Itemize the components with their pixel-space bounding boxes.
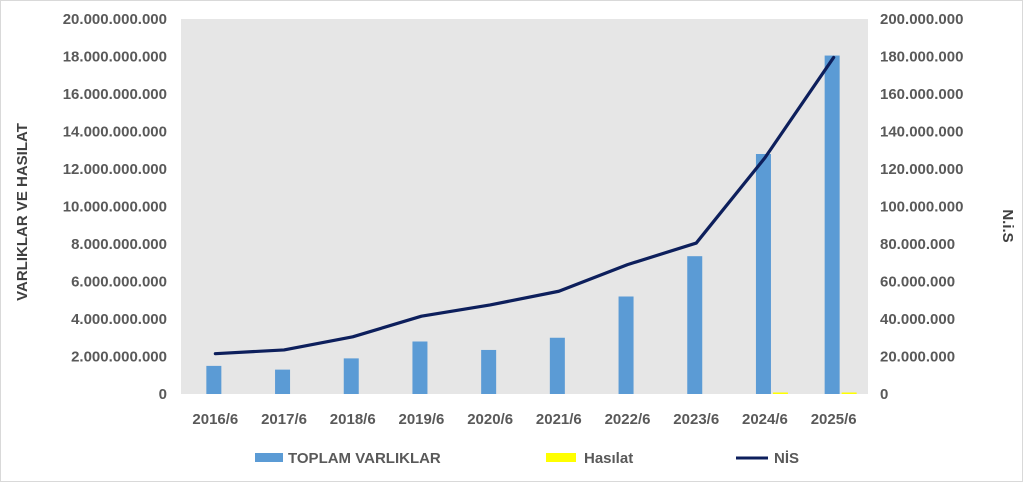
right-tick-label: 140.000.000 (880, 124, 963, 141)
legend-label-nis: NİS (774, 450, 799, 467)
bar-toplam-varliklar-2023/6 (687, 256, 703, 394)
left-tick-label: 0 (159, 386, 167, 403)
bars-layer (206, 55, 857, 395)
right-tick-label: 200.000.000 (880, 11, 963, 28)
right-tick-label: 180.000.000 (880, 49, 963, 66)
plot-area (181, 19, 868, 394)
x-tick-label: 2022/6 (605, 411, 651, 428)
legend-swatch-toplam-varliklar (255, 453, 283, 462)
bar-toplam-varliklar-2020/6 (481, 349, 497, 394)
bar-toplam-varliklar-2024/6 (755, 154, 771, 394)
left-axis-ticks: 0 2.000.000.000 4.000.000.000 6.000.000.000… (63, 11, 167, 403)
right-tick-label: 60.000.000 (880, 274, 955, 291)
x-tick-label: 2021/6 (536, 411, 582, 428)
right-tick-label: 0 (880, 386, 888, 403)
left-tick-label: 20.000.000.000 (63, 11, 167, 28)
right-tick-label: 20.000.000 (880, 349, 955, 366)
legend-label-toplam-varliklar: TOPLAM VARLIKLAR (288, 450, 441, 467)
x-tick-label: 2025/6 (811, 411, 857, 428)
bar-toplam-varliklar-2021/6 (549, 337, 565, 394)
left-tick-label: 6.000.000.000 (71, 274, 167, 291)
left-tick-label: 12.000.000.000 (63, 161, 167, 178)
left-axis-title: VARLIKLAR VE HASILAT (14, 123, 31, 301)
bar-hasilat-2025/6 (841, 392, 857, 394)
x-tick-label: 2016/6 (192, 411, 238, 428)
right-axis-ticks: 0 20.000.000 40.000.000 60.000.000 80.000.00… (880, 11, 963, 403)
left-tick-label: 10.000.000.000 (63, 199, 167, 216)
left-tick-label: 2.000.000.000 (71, 349, 167, 366)
bar-toplam-varliklar-2016/6 (206, 365, 222, 395)
left-tick-label: 14.000.000.000 (63, 124, 167, 141)
bar-toplam-varliklar-2022/6 (618, 296, 634, 394)
x-axis-ticks: 2016/6 2017/6 2018/6 2019/6 2020/6 2021/6 2022… (192, 411, 856, 428)
bar-toplam-varliklar-2018/6 (343, 358, 359, 395)
right-tick-label: 80.000.000 (880, 236, 955, 253)
legend-swatch-hasilat (546, 453, 576, 462)
x-tick-label: 2020/6 (467, 411, 513, 428)
bar-toplam-varliklar-2017/6 (275, 369, 291, 395)
right-tick-label: 120.000.000 (880, 161, 963, 178)
left-tick-label: 8.000.000.000 (71, 236, 167, 253)
right-tick-label: 160.000.000 (880, 86, 963, 103)
bar-hasilat-2024/6 (772, 392, 788, 394)
legend-label-hasilat: Hasılat (584, 450, 633, 467)
x-tick-label: 2023/6 (673, 411, 719, 428)
right-tick-label: 40.000.000 (880, 311, 955, 328)
left-tick-label: 16.000.000.000 (63, 86, 167, 103)
right-tick-label: 100.000.000 (880, 199, 963, 216)
x-tick-label: 2019/6 (399, 411, 445, 428)
x-tick-label: 2017/6 (261, 411, 307, 428)
line-nis (213, 55, 836, 356)
line-layer (213, 55, 836, 356)
legend: TOPLAM VARLIKLAR Hasılat NİS (255, 450, 799, 467)
x-tick-label: 2018/6 (330, 411, 376, 428)
left-tick-label: 4.000.000.000 (71, 311, 167, 328)
right-axis-title: N.i.S (999, 209, 1016, 242)
left-tick-label: 18.000.000.000 (63, 49, 167, 66)
x-tick-label: 2024/6 (742, 411, 788, 428)
bar-toplam-varliklar-2019/6 (412, 341, 428, 394)
bar-toplam-varliklar-2025/6 (824, 55, 840, 395)
